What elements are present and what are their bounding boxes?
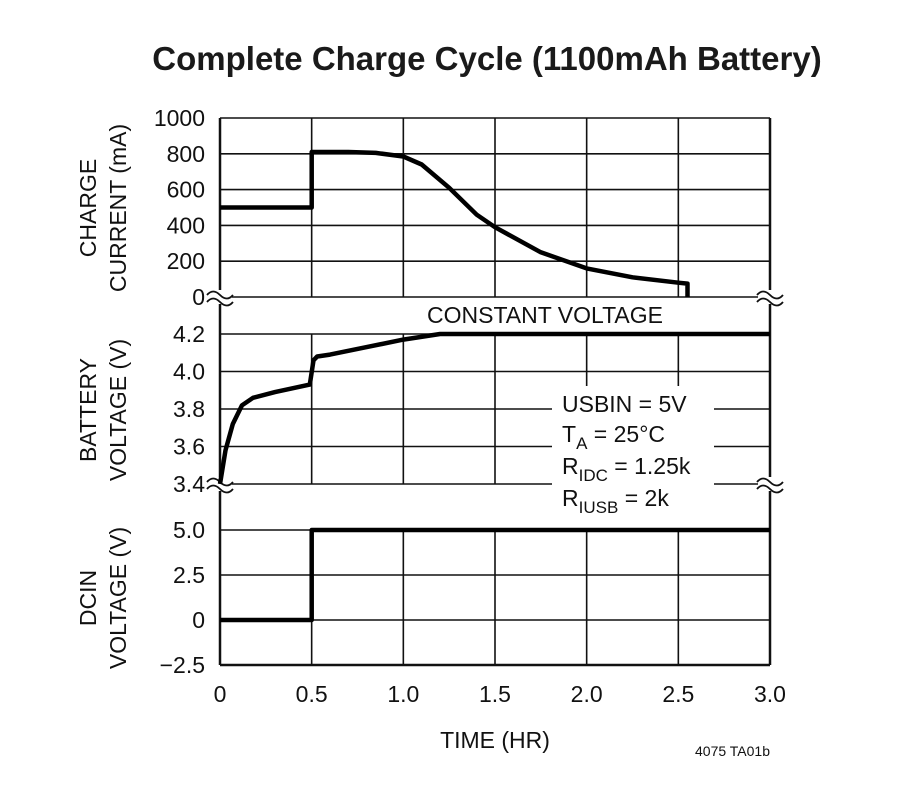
chart-title: Complete Charge Cycle (1100mAh Battery) [152,40,821,77]
current-axis-label-1: CHARGE [75,159,101,257]
x-tick-label: 2.0 [571,681,603,707]
axis-break-mask [758,477,782,491]
x-tick-label: 0 [214,681,227,707]
condition-usbin: USBIN = 5V [562,391,687,417]
y-tick-label: 0 [192,284,205,310]
y-tick-label: 3.8 [173,396,205,422]
y-tick-label: 800 [167,141,205,167]
series-line-0 [220,149,690,297]
y-tick-label: −2.5 [160,652,205,678]
condition-ridc: RIDC = 1.25k [562,453,691,485]
figure-code: 4075 TA01b [695,743,770,759]
y-tick-label: 1000 [154,105,205,131]
x-tick-label: 1.5 [479,681,511,707]
x-tick-label: 0.5 [296,681,328,707]
battery-axis-label-2: VOLTAGE (V) [105,339,131,481]
dcin-axis-label-1: DCIN [75,570,101,626]
dcin-axis-label-2: VOLTAGE (V) [105,527,131,669]
conditions-legend: USBIN = 5V TA = 25°C RIDC = 1.25k RIUSB … [562,391,691,517]
current-axis-label-2: CURRENT (mA) [105,124,131,292]
x-tick-label: 3.0 [754,681,786,707]
x-tick-label: 2.5 [662,681,694,707]
constant-voltage-annotation: CONSTANT VOLTAGE [427,302,663,328]
conditions-background [552,386,714,518]
axis-break-icon [206,290,234,307]
battery-axis-label-1: BATTERY [75,358,101,462]
y-tick-label: 5.0 [173,517,205,543]
y-tick-label: 4.0 [173,359,205,385]
series-line-2 [220,527,770,623]
y-tick-label: 4.2 [173,321,205,347]
condition-ta: TA = 25°C [562,421,665,453]
y-tick-label: 0 [192,607,205,633]
y-tick-label: 3.4 [173,471,205,497]
axis-break-mask [758,290,782,304]
y-tick-label: 3.6 [173,434,205,460]
series-line-1 [217,331,770,485]
condition-riusb: RIUSB = 2k [562,485,669,517]
axis-break-mask [208,290,232,304]
y-tick-label: 600 [167,177,205,203]
x-tick-label: 1.0 [387,681,419,707]
x-axis-label: TIME (HR) [440,727,550,753]
y-tick-label: 2.5 [173,562,205,588]
y-tick-label: 200 [167,248,205,274]
axis-break-icon [756,477,784,494]
y-tick-label: 400 [167,212,205,238]
annotation-background [420,298,678,328]
axis-break-icon [756,290,784,307]
